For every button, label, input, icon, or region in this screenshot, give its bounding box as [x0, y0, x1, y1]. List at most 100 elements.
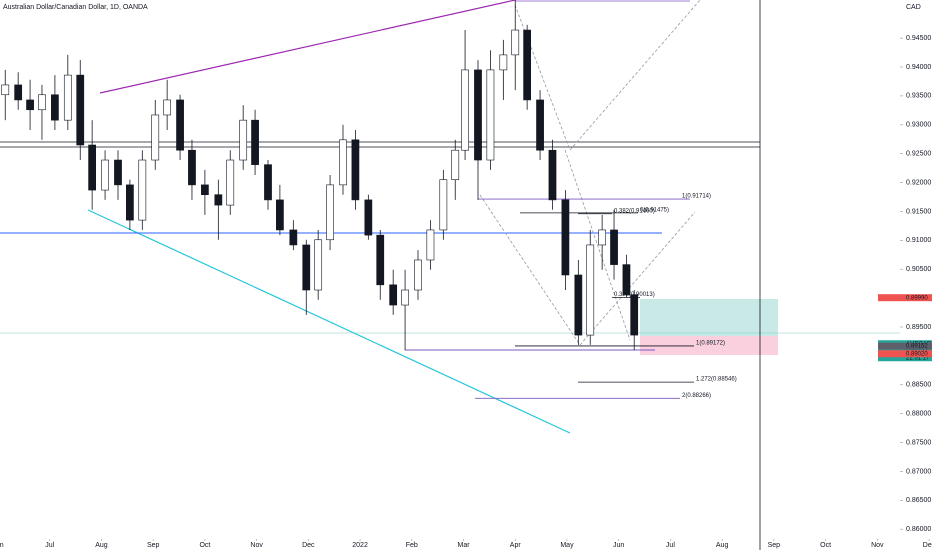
candle-body	[574, 274, 583, 336]
x-tick-label: Aug	[95, 542, 108, 549]
price-tag-label: 0.89990	[906, 295, 928, 301]
currency-label: CAD	[906, 4, 921, 11]
candle-body	[126, 184, 134, 221]
candle-body	[351, 139, 360, 201]
y-tick-label: 0.92500	[906, 151, 931, 158]
candle-body	[548, 149, 557, 201]
candle-body	[414, 259, 422, 291]
fib-label: 0.382(0.90013)	[614, 292, 655, 298]
fib-path	[479, 194, 581, 346]
candle-body	[251, 119, 259, 165]
target-zone	[640, 299, 778, 336]
candle-body	[376, 234, 385, 286]
candle-body	[610, 229, 618, 265]
y-tick-label: 0.91500	[906, 208, 931, 215]
candle-body	[499, 54, 508, 71]
y-tick-label: 0.88500	[906, 382, 931, 389]
x-tick-label: Nov	[871, 542, 884, 549]
candle-body	[326, 184, 334, 241]
candle-body	[622, 264, 631, 295]
candle-body	[114, 159, 122, 186]
x-tick-label: May	[560, 542, 574, 549]
trend-line	[99, 0, 516, 94]
candle-body	[630, 294, 639, 336]
y-tick-label: 0.93000	[906, 122, 931, 129]
price-tag-label: 22:51:17	[906, 355, 930, 361]
candle-body	[1, 84, 10, 96]
x-tick-label: Sep	[147, 542, 160, 549]
candle-body	[51, 94, 59, 121]
x-tick-label: Jun	[0, 542, 4, 549]
candle-body	[101, 159, 109, 191]
trend-line	[87, 209, 571, 434]
candle-body	[339, 139, 347, 186]
chart-title: Australian Dollar/Canadian Dollar, 1D, O…	[3, 4, 148, 11]
candle-body	[14, 84, 23, 101]
x-tick-label: Dec	[923, 542, 932, 549]
y-tick-label: 0.92000	[906, 179, 931, 186]
candle-body	[302, 244, 311, 291]
candle-body	[76, 74, 85, 146]
candle-body	[314, 239, 323, 291]
y-tick-label: 0.90500	[906, 266, 931, 273]
candle-body	[88, 144, 97, 191]
fib-label: 0(0.91475)	[640, 207, 669, 213]
y-tick-label: 0.88000	[906, 410, 931, 417]
x-tick-label: Mar	[457, 542, 470, 549]
candle-body	[401, 289, 409, 306]
x-tick-label: Jul	[666, 542, 675, 549]
candle-body	[486, 69, 495, 161]
candle-body	[201, 184, 209, 195]
candle-body	[151, 114, 160, 161]
candle-body	[364, 199, 373, 236]
candle-body	[511, 29, 520, 56]
candle-body	[523, 29, 532, 101]
x-tick-label: Feb	[406, 542, 418, 549]
price-tag	[878, 354, 932, 362]
candle-body	[276, 199, 284, 231]
candle-body	[451, 149, 460, 180]
y-tick-label: 0.94500	[906, 35, 931, 42]
candle-body	[264, 164, 272, 201]
candle-body	[38, 94, 46, 111]
price-tag	[878, 342, 932, 350]
y-tick-label: 0.86500	[906, 497, 931, 504]
y-tick-label: 0.89500	[906, 324, 931, 331]
candle-body	[536, 99, 544, 151]
y-tick-label: 0.94000	[906, 64, 931, 71]
y-tick-label: 0.91000	[906, 237, 931, 244]
x-tick-label: 2022	[352, 542, 368, 549]
candle-body	[598, 229, 607, 246]
price-tag	[878, 350, 932, 358]
candle-body	[138, 159, 147, 221]
x-tick-label: Sep	[768, 542, 781, 549]
candle-body	[163, 99, 172, 116]
x-tick-label: Nov	[250, 542, 263, 549]
y-tick-label: 0.93500	[906, 93, 931, 100]
fib-label: 2(0.88266)	[682, 393, 711, 399]
candle-body	[426, 229, 435, 261]
fib-label: 1(0.89172)	[696, 341, 725, 347]
price-tag	[878, 294, 932, 302]
candle-body	[188, 149, 196, 186]
fib-label: 1.272(0.88546)	[696, 377, 737, 383]
candle-body	[474, 69, 482, 161]
candle-body	[289, 229, 298, 246]
candle-body	[26, 99, 34, 111]
candle-body	[461, 69, 469, 151]
fib-path	[569, 0, 701, 151]
x-tick-label: Dec	[302, 542, 315, 549]
candle-body	[63, 74, 72, 121]
y-tick-label: 0.87500	[906, 439, 931, 446]
candle-body	[586, 244, 595, 336]
candle-body	[439, 179, 448, 231]
price-axis	[900, 0, 932, 550]
fib-path	[579, 211, 696, 346]
price-tag-label: 0.89020	[906, 351, 928, 357]
x-tick-label: Oct	[199, 542, 210, 549]
candle-body	[226, 159, 235, 206]
fib-path	[564, 149, 631, 341]
y-tick-label: 0.87000	[906, 468, 931, 475]
y-tick-label: 0.86000	[906, 526, 931, 533]
candle-body	[389, 284, 398, 306]
